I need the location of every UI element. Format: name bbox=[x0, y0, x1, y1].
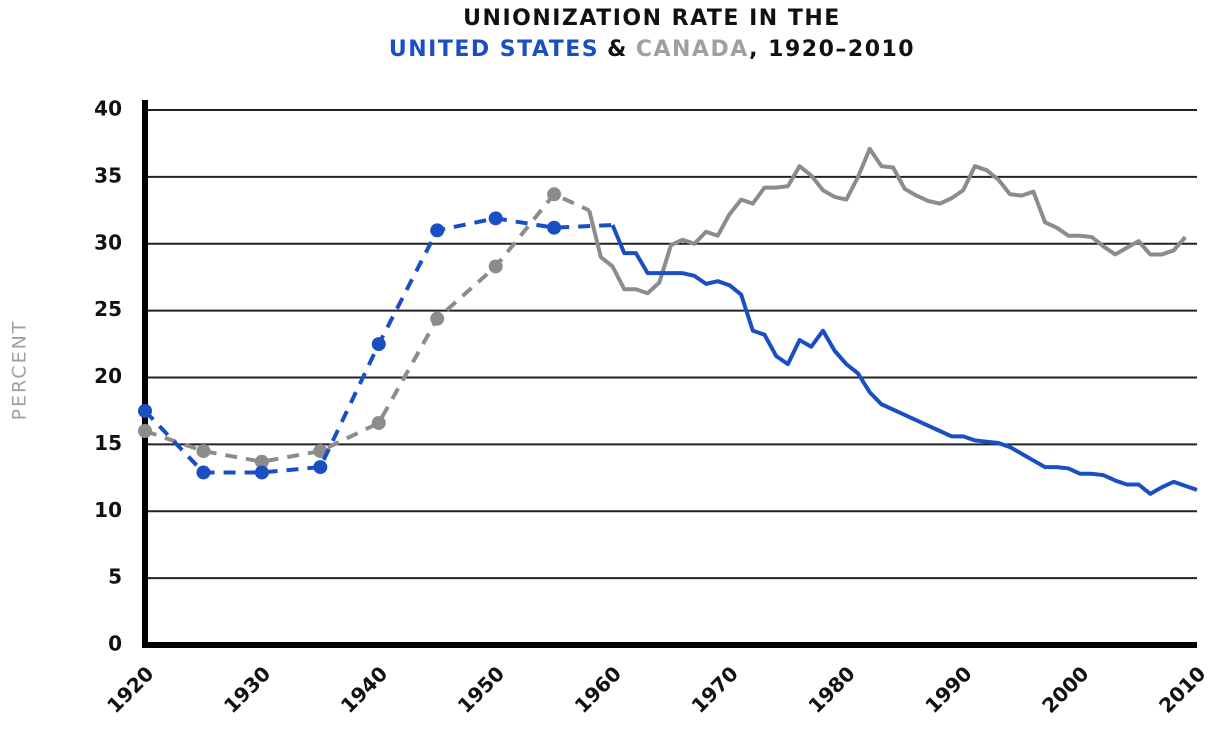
point bbox=[371, 415, 386, 430]
y-tick-label: 30 bbox=[94, 230, 122, 254]
x-tick-label: 2000 bbox=[1037, 661, 1093, 717]
point bbox=[254, 465, 269, 480]
legend-label: UNITED STATES bbox=[389, 37, 599, 62]
x-tick-label: 1980 bbox=[803, 661, 859, 717]
point bbox=[313, 444, 328, 459]
line bbox=[587, 146, 1187, 296]
y-tick-label: 5 bbox=[108, 565, 122, 589]
point bbox=[196, 444, 211, 459]
point bbox=[547, 187, 562, 202]
x-tick-label: 1940 bbox=[336, 661, 392, 717]
point bbox=[196, 465, 211, 480]
x-tick-label: 1920 bbox=[102, 661, 158, 717]
y-tick-label: 20 bbox=[94, 364, 122, 388]
point bbox=[313, 460, 328, 475]
y-axis-label: PERCENT bbox=[9, 320, 31, 421]
y-tick-label: 35 bbox=[94, 163, 122, 187]
y-tick-label: 0 bbox=[108, 632, 122, 656]
y-tick-label: 10 bbox=[94, 498, 122, 522]
y-tick-label: 40 bbox=[94, 97, 122, 121]
line-dashed bbox=[144, 192, 591, 464]
x-tick-label: 1950 bbox=[453, 661, 509, 717]
point bbox=[430, 311, 445, 326]
point bbox=[547, 220, 562, 235]
point bbox=[371, 337, 386, 352]
legend-label: CANADA bbox=[636, 37, 749, 62]
x-tick-label: 2010 bbox=[1154, 661, 1210, 717]
chart-title: UNIONIZATION RATE IN THE bbox=[463, 6, 841, 31]
x-tick-label: 1960 bbox=[570, 661, 626, 717]
x-tick-label: 1970 bbox=[687, 661, 743, 717]
point bbox=[138, 424, 152, 438]
point bbox=[430, 223, 445, 238]
point bbox=[488, 259, 503, 274]
line bbox=[610, 224, 1198, 496]
title-suffix: , 1920–2010 bbox=[749, 37, 915, 62]
y-tick-label: 15 bbox=[94, 431, 122, 455]
point bbox=[254, 454, 269, 469]
title-joiner: & bbox=[607, 37, 628, 62]
point bbox=[488, 211, 503, 226]
x-tick-label: 1990 bbox=[920, 661, 976, 717]
x-tick-label: 1930 bbox=[219, 661, 275, 717]
chart-subtitle: UNITED STATES & CANADA, 1920–2010 bbox=[389, 37, 915, 62]
y-tick-label: 25 bbox=[94, 297, 122, 321]
point bbox=[138, 403, 152, 418]
